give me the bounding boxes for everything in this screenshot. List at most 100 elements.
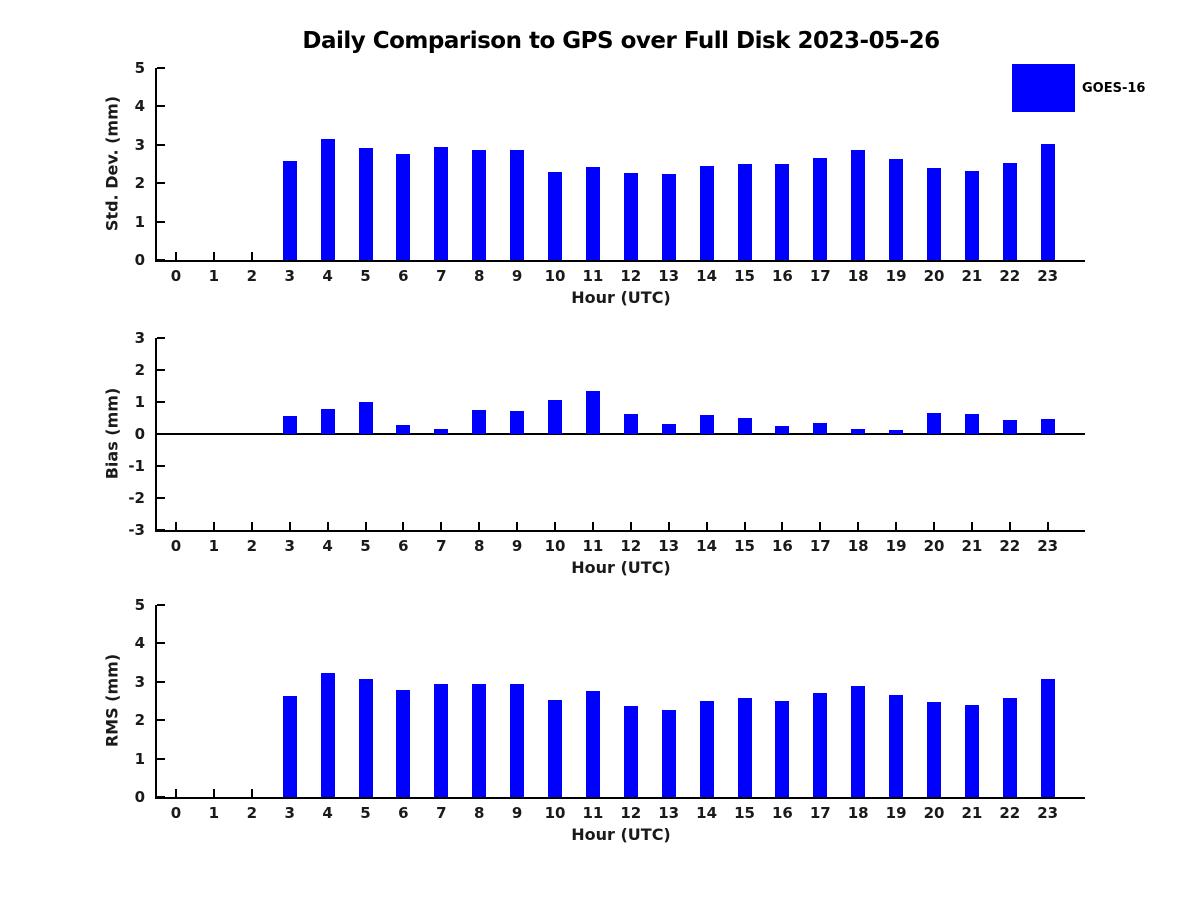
x-tick-label: 1	[208, 267, 220, 285]
x-tick-label: 1	[208, 804, 220, 822]
x-tick	[326, 522, 329, 530]
x-tick-label: 7	[436, 267, 447, 285]
y-tick-label: 2	[134, 174, 145, 193]
bar-hour-13	[661, 710, 676, 797]
bar-hour-22	[1002, 698, 1017, 797]
x-tick-label: 17	[809, 267, 831, 285]
x-tick	[288, 522, 291, 530]
x-tick-label: 16	[771, 804, 793, 822]
figure-title: Daily Comparison to GPS over Full Disk 2…	[302, 28, 940, 54]
x-tick-label: 7	[436, 804, 447, 822]
bar-hour-11	[585, 690, 600, 797]
bar-hour-7	[434, 147, 449, 260]
x-tick-label: 17	[809, 537, 831, 555]
x-tick-label: 8	[473, 537, 485, 555]
x-tick-label: 15	[734, 537, 755, 555]
x-tick-label: 20	[923, 537, 945, 555]
bar-hour-17	[813, 692, 828, 797]
x-tick-label: 21	[961, 537, 983, 555]
bar-hour-19	[889, 695, 904, 797]
x-tick-label: 11	[582, 804, 604, 822]
x-tick-label: 12	[620, 804, 642, 822]
x-tick-label: 1	[208, 537, 220, 555]
y-tick	[157, 796, 165, 798]
bar-hour-23	[1040, 144, 1055, 260]
x-tick-label: 14	[696, 267, 718, 285]
bar-hour-17	[813, 423, 828, 434]
bar-hour-15	[737, 417, 752, 434]
bar-hour-8	[472, 150, 487, 260]
bar-hour-3	[282, 415, 297, 434]
x-tick-label: 23	[1037, 804, 1059, 822]
bar-hour-9	[510, 410, 525, 434]
bar-hour-12	[623, 173, 638, 260]
y-tick-label: -1	[128, 457, 145, 475]
y-tick	[157, 719, 165, 722]
x-tick-label: 2	[246, 537, 258, 555]
x-tick	[364, 522, 367, 530]
x-tick-label: 11	[582, 537, 604, 555]
x-tick-label: 12	[620, 537, 642, 555]
x-tick	[743, 522, 746, 530]
y-tick	[157, 529, 165, 531]
bar-hour-13	[661, 174, 676, 260]
x-tick-label: 0	[170, 267, 182, 285]
y-tick-label: 2	[134, 361, 145, 379]
y-axis-label-1: Bias (mm)	[102, 387, 122, 480]
x-tick	[478, 522, 481, 530]
x-tick-label: 4	[322, 804, 333, 822]
bar-hour-3	[282, 160, 297, 260]
y-tick	[157, 220, 165, 223]
bar-hour-23	[1040, 679, 1055, 797]
x-tick-label: 17	[809, 804, 831, 822]
x-axis-label-0: Hour (UTC)	[571, 288, 671, 307]
x-tick	[212, 522, 215, 530]
x-tick-label: 19	[885, 804, 907, 822]
bar-hour-5	[358, 147, 373, 260]
y-tick	[157, 67, 165, 69]
bar-hour-14	[699, 701, 714, 797]
x-tick	[212, 789, 215, 797]
x-tick-label: 8	[473, 267, 485, 285]
bar-hour-21	[964, 704, 979, 797]
bar-hour-15	[737, 164, 752, 260]
x-tick-label: 4	[322, 537, 333, 555]
bar-hour-16	[775, 425, 790, 434]
x-tick	[667, 522, 670, 530]
x-tick	[516, 522, 519, 530]
zero-line	[157, 433, 1085, 435]
x-tick-label: 15	[734, 267, 755, 285]
x-tick-label: 13	[658, 804, 680, 822]
x-tick-label: 13	[658, 537, 680, 555]
x-tick-label: 5	[360, 537, 371, 555]
y-tick-label: 3	[134, 672, 145, 691]
y-tick-label: 2	[134, 711, 145, 730]
x-tick-label: 0	[170, 537, 182, 555]
y-tick	[157, 465, 165, 467]
y-tick	[157, 182, 165, 185]
bar-hour-7	[434, 683, 449, 797]
x-tick	[629, 522, 632, 530]
x-tick	[591, 522, 594, 530]
bar-hour-4	[320, 139, 335, 260]
x-tick-label: 19	[885, 267, 907, 285]
x-tick-label: 14	[696, 804, 718, 822]
bar-hour-21	[964, 414, 979, 434]
bar-hour-11	[585, 390, 600, 434]
bar-hour-16	[775, 164, 790, 260]
legend-swatch-goes16	[1012, 64, 1075, 112]
bar-hour-20	[927, 702, 941, 797]
x-tick-label: 10	[544, 804, 566, 822]
x-tick-label: 10	[544, 537, 566, 555]
x-tick	[1008, 522, 1011, 530]
bar-hour-9	[510, 683, 525, 797]
x-tick-label: 3	[284, 537, 295, 555]
bar-hour-5	[358, 402, 373, 434]
x-tick	[250, 789, 253, 797]
y-tick	[157, 604, 165, 606]
bar-hour-14	[699, 166, 714, 260]
y-tick	[157, 259, 165, 261]
x-tick-label: 19	[885, 537, 907, 555]
bar-hour-11	[585, 167, 600, 260]
